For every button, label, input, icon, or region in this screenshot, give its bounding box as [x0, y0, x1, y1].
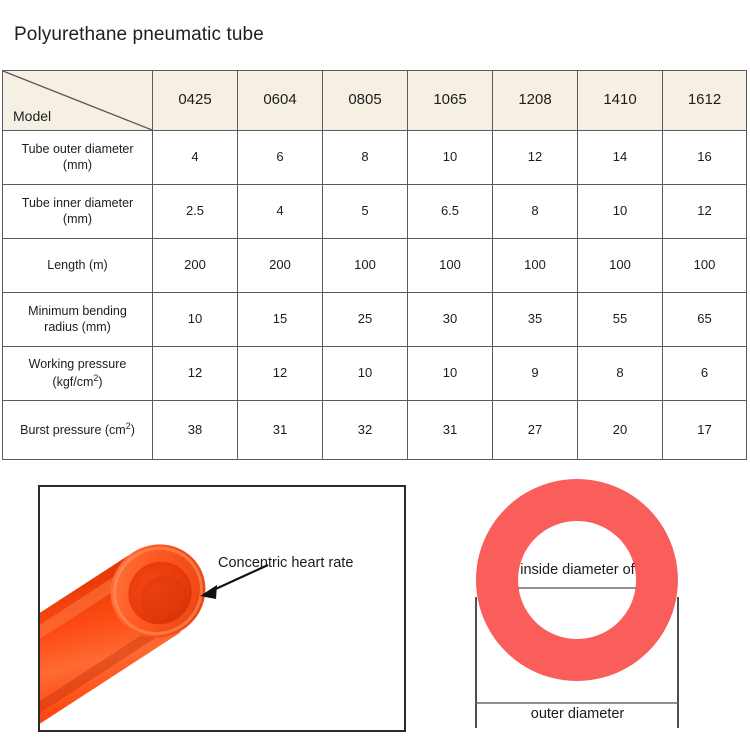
specification-table: Model 0425 0604 0805 1065 1208 1410 1612…	[2, 70, 747, 460]
table-cell: 12	[152, 346, 238, 401]
row-label: Burst pressure (cm2)	[2, 400, 153, 460]
ring-diagram-svg	[475, 479, 679, 728]
model-header-cell: 1065	[407, 70, 493, 131]
table-cell: 12	[237, 346, 323, 401]
ring-diagram: inside diameter of outer diameter	[455, 478, 700, 740]
table-cell: 17	[662, 400, 747, 460]
row-label-line2: radius (mm)	[44, 319, 111, 334]
table-row: Working pressure (kgf/cm2) 12 12 10 10 9…	[2, 346, 747, 401]
model-header-cell: 0805	[322, 70, 408, 131]
model-header-cell: 1208	[492, 70, 578, 131]
table-cell: 10	[407, 346, 493, 401]
table-cell: 15	[237, 292, 323, 347]
table-cell: 38	[152, 400, 238, 460]
table-cell: 8	[492, 184, 578, 239]
table-row: Tube inner diameter (mm) 2.5 4 5 6.5 8 1…	[2, 184, 747, 239]
tube-photo-image	[40, 487, 404, 730]
row-label-line1-unit: Burst pressure (cm2)	[20, 421, 135, 438]
table-cell: 32	[322, 400, 408, 460]
table-corner-label: Model	[13, 107, 52, 124]
tube-photo-panel: Concentric heart rate	[38, 485, 406, 732]
outer-diameter-label: outer diameter	[530, 706, 625, 722]
table-cell: 9	[492, 346, 578, 401]
row-label-line2: (mm)	[62, 157, 93, 172]
model-header-cell: 0604	[237, 70, 323, 131]
row-label: Length (m)	[2, 238, 153, 293]
row-label-line1: Minimum bending	[28, 303, 127, 318]
table-cell: 8	[322, 130, 408, 185]
row-label-line1: Tube inner diameter	[21, 195, 134, 210]
table-cell: 31	[407, 400, 493, 460]
table-cell: 100	[492, 238, 578, 293]
table-cell: 100	[407, 238, 493, 293]
table-cell: 5	[322, 184, 408, 239]
model-header-cell: 1410	[577, 70, 663, 131]
photo-caption: Concentric heart rate	[218, 555, 354, 571]
table-cell: 12	[492, 130, 578, 185]
model-header-cell: 0425	[152, 70, 238, 131]
table-corner-cell: Model	[2, 70, 153, 131]
table-cell: 30	[407, 292, 493, 347]
table-cell: 10	[152, 292, 238, 347]
table-cell: 6	[662, 346, 747, 401]
page-title: Polyurethane pneumatic tube	[14, 24, 264, 45]
table-cell: 6	[237, 130, 323, 185]
table-cell: 4	[237, 184, 323, 239]
table-header-row: Model 0425 0604 0805 1065 1208 1410 1612	[2, 70, 747, 131]
row-label-line1: Tube outer diameter	[21, 141, 134, 156]
table-cell: 55	[577, 292, 663, 347]
table-cell: 25	[322, 292, 408, 347]
table-cell: 100	[662, 238, 747, 293]
table-row: Length (m) 200 200 100 100 100 100 100	[2, 238, 747, 293]
table-row: Burst pressure (cm2) 38 31 32 31 27 20 1…	[2, 400, 747, 460]
model-header-cell: 1612	[662, 70, 747, 131]
table-cell: 100	[322, 238, 408, 293]
row-label: Tube outer diameter (mm)	[2, 130, 153, 185]
inside-diameter-label: inside diameter of	[520, 562, 635, 578]
table-row: Minimum bending radius (mm) 10 15 25 30 …	[2, 292, 747, 347]
row-label-line2: (mm)	[62, 211, 93, 226]
table-row: Tube outer diameter (mm) 4 6 8 10 12 14 …	[2, 130, 747, 185]
row-label: Working pressure (kgf/cm2)	[2, 346, 153, 401]
table-cell: 12	[662, 184, 747, 239]
row-label-line2-unit: (kgf/cm2)	[52, 372, 103, 389]
table-cell: 100	[577, 238, 663, 293]
row-label-line1: Working pressure	[28, 356, 127, 371]
table-cell: 65	[662, 292, 747, 347]
table-cell: 31	[237, 400, 323, 460]
table-cell: 10	[577, 184, 663, 239]
table-cell: 8	[577, 346, 663, 401]
table-cell: 16	[662, 130, 747, 185]
table-cell: 6.5	[407, 184, 493, 239]
table-cell: 14	[577, 130, 663, 185]
row-label: Tube inner diameter (mm)	[2, 184, 153, 239]
diagonal-divider-icon	[3, 71, 152, 130]
table-cell: 20	[577, 400, 663, 460]
tube-cross-section-ring	[475, 479, 678, 681]
table-cell: 10	[322, 346, 408, 401]
row-label: Minimum bending radius (mm)	[2, 292, 153, 347]
table-cell: 2.5	[152, 184, 238, 239]
table-cell: 27	[492, 400, 578, 460]
table-cell: 4	[152, 130, 238, 185]
table-cell: 10	[407, 130, 493, 185]
table-cell: 200	[152, 238, 238, 293]
table-cell: 200	[237, 238, 323, 293]
table-cell: 35	[492, 292, 578, 347]
annotation-arrow-icon	[200, 563, 269, 599]
